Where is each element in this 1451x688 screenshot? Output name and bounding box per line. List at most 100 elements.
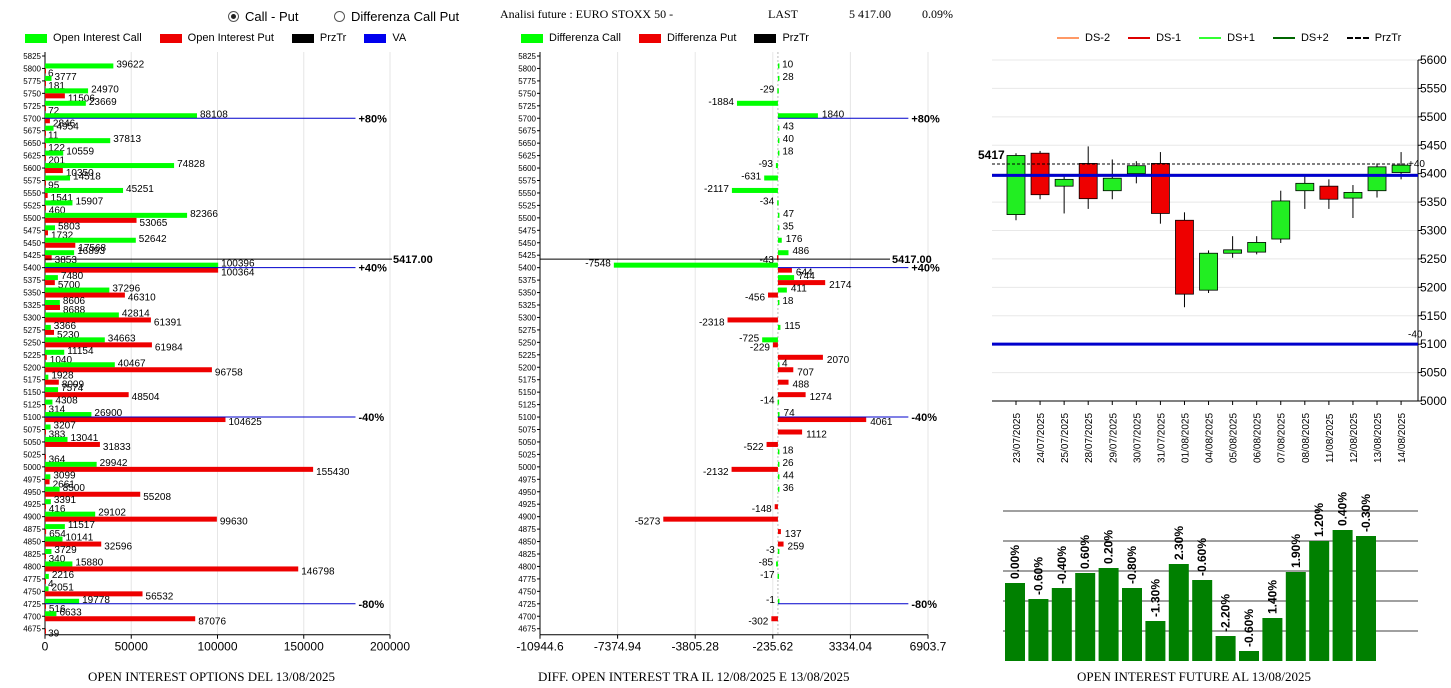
candle-date-label: 05/08/2025 [1229,413,1240,463]
oi-put-bar [45,93,65,99]
diff-strike-label: 5000 [518,463,536,472]
oi-call-bar [45,412,92,418]
oi-call-bar [45,212,188,218]
oi-xtick-label: 100000 [197,640,237,654]
fbar-bar [1075,573,1096,661]
oi-call-bar [45,474,51,480]
diff-strike-label: 5400 [518,264,536,273]
candle-ytick-label: 5250 [1420,252,1447,266]
oi-put-bar [45,267,219,273]
oi-call-bar [45,436,68,442]
oi-put-bar [45,554,46,559]
diff-call-label: -17 [760,570,775,581]
oi-call-bar [45,486,60,492]
oi-call-label: 37813 [113,134,141,145]
candle-body [1054,178,1074,187]
diff-strike-label: 5775 [518,77,536,86]
diff-call-label: 36 [783,483,795,494]
diff-call-bar [764,175,778,181]
oi-call-bar [45,100,86,106]
oi-va-label: -40% [359,412,385,424]
candle-ytick-label: 5600 [1420,53,1447,67]
candle-ytick-label: 5400 [1420,167,1447,181]
candle-body [1006,155,1026,215]
diff-strike-label: 5325 [518,301,536,310]
legend-ds-plus2: DS+2 [1272,32,1329,44]
diff-strike-label: 5450 [518,239,536,248]
oi-strike-label: 5150 [23,388,41,397]
oi-strike-label: 5200 [23,363,41,372]
oi-call-label: 2216 [52,570,75,581]
diff-call-label: -725 [739,333,759,344]
oi-put-label: 3853 [55,255,78,266]
legend-przTr-dashed: PrzTr [1346,32,1401,44]
diff-call-bar [777,287,787,293]
oi-put-label: 146798 [301,566,335,577]
oi-put-bar [45,367,212,373]
diff-strike-label: 5575 [518,177,536,186]
oi-put-bar [45,180,46,186]
oi-put-label: 383 [49,430,66,441]
oi-call-label: 3729 [54,545,77,556]
diff-va-label: +80% [911,113,940,125]
diff-call-bar [777,275,795,281]
radio-differenza[interactable]: Differenza Call Put [334,8,459,24]
candle-body [1367,166,1387,192]
diff-xtick-label: 6903.7 [910,640,947,654]
oi-put-bar [45,329,55,335]
diff-put-label: 488 [793,380,810,391]
diff-call-bar [762,337,778,343]
radio-call-put[interactable]: Call - Put [228,8,298,24]
diff-xtick-label: -3805.28 [672,640,720,654]
diff-put-bar [777,541,784,547]
diff-call-bar [777,549,780,554]
oi-call-bar [45,598,80,604]
oi-strike-label: 5300 [23,313,41,322]
fbar-value-label: 0.00% [1008,545,1022,579]
diff-strike-label: 4950 [518,488,536,497]
diff-strike-label: 5350 [518,289,536,298]
diff-strike-label: 5650 [518,139,536,148]
diff-va-label: -40% [911,412,937,424]
oi-call-label: 88108 [200,109,228,120]
oi-strike-label: 5250 [23,338,41,347]
diff-strike-label: 4900 [518,513,536,522]
diff-put-bar [776,255,779,261]
oi-call-label: 100396 [221,259,255,270]
oi-call-label: 3366 [54,321,77,332]
oi-put-bar [45,541,102,547]
oi-call-bar [45,499,51,505]
oi-call-bar [45,287,110,293]
oi-put-bar [45,230,48,236]
fbar-bar [1098,568,1119,661]
oi-call-bar [45,337,105,343]
oi-strike-label: 5050 [23,438,41,447]
diff-put-bar [727,317,778,323]
oi-strike-label: 5275 [23,326,41,335]
oi-put-bar [45,504,46,510]
diff-call-bar [777,63,780,69]
oi-strike-label: 4975 [23,475,41,484]
diff-put-label: 259 [788,542,805,553]
oi-call-label: 37296 [112,284,140,295]
diff-put-bar [774,504,778,510]
candle-ytick-label: 5100 [1420,337,1447,351]
diff-put-bar [777,529,781,535]
diff-put-label: 1274 [810,392,833,403]
oi-put-bar [45,105,46,111]
radio-unselected-icon [334,10,345,22]
diff-strike-label: 5800 [518,64,536,73]
oi-put-label: 87076 [198,616,226,627]
oi-put-label: 11506 [68,93,96,104]
diff-call-bar [777,125,780,131]
oi-strike-label: 5700 [23,114,41,123]
diff-put-label: 707 [797,367,814,378]
diff-call-bar [777,598,780,604]
oi-put-label: 4 [48,579,54,590]
diff-call-bar [777,412,780,418]
oi-strike-label: 5725 [23,102,41,111]
diff-call-label: 26 [782,458,794,469]
oi-call-bar [45,175,71,181]
oi-put-bar [45,404,46,410]
diff-put-bar [766,441,778,447]
